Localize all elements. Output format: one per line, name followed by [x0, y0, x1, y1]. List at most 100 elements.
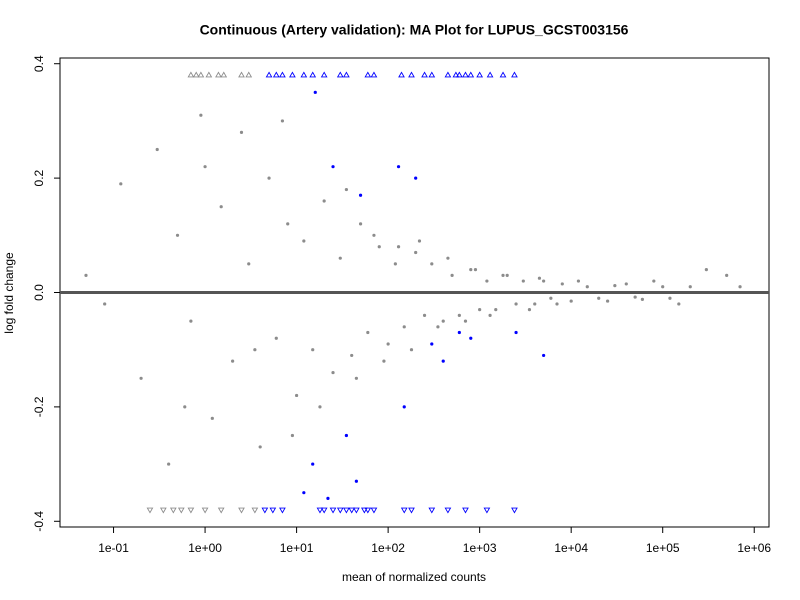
point [354, 376, 358, 380]
point [402, 325, 406, 329]
point [514, 302, 518, 306]
point [597, 296, 601, 300]
point [239, 130, 244, 134]
point [409, 348, 414, 352]
point [197, 71, 205, 78]
point [265, 71, 273, 78]
point [290, 433, 295, 438]
point [441, 359, 445, 363]
point [187, 71, 195, 78]
point [428, 71, 436, 78]
point [396, 245, 401, 249]
point [605, 299, 610, 303]
x-tick-label: 1e+01 [280, 541, 314, 555]
point [364, 71, 372, 78]
point [175, 233, 180, 237]
point [360, 507, 368, 514]
point [476, 71, 484, 78]
point [343, 507, 350, 514]
x-tick-label: 1e+04 [554, 541, 588, 555]
point [417, 239, 422, 243]
point [613, 284, 617, 288]
point [370, 507, 378, 514]
point [624, 282, 628, 286]
point [430, 262, 434, 266]
point [469, 268, 473, 272]
point [370, 71, 378, 78]
point [372, 233, 376, 237]
point [210, 416, 214, 420]
point [450, 273, 454, 277]
point [331, 370, 335, 375]
point [533, 302, 537, 306]
point [441, 319, 445, 323]
point [396, 165, 401, 169]
point [279, 507, 286, 514]
point [377, 245, 381, 249]
point [585, 285, 589, 289]
point [549, 296, 553, 300]
point [688, 285, 692, 289]
point [430, 342, 434, 346]
point [231, 359, 235, 363]
point [398, 71, 405, 78]
point [139, 376, 143, 380]
point [300, 71, 308, 78]
point [119, 182, 123, 186]
point [279, 71, 286, 78]
point [422, 313, 427, 317]
point [452, 71, 460, 78]
point [311, 462, 315, 466]
point [738, 285, 742, 289]
point [217, 507, 225, 514]
point [704, 268, 708, 272]
point [201, 507, 209, 514]
point [336, 71, 344, 78]
point [267, 176, 271, 180]
point [313, 90, 317, 94]
point [358, 193, 363, 197]
point [576, 279, 581, 283]
point [494, 308, 498, 312]
point [269, 507, 277, 514]
point [338, 256, 342, 260]
x-tick-label: 1e+06 [737, 541, 771, 555]
point [555, 302, 559, 306]
x-tick-label: 1e+05 [646, 541, 680, 555]
x-tick-label: 1e+00 [188, 541, 222, 555]
point [245, 71, 253, 78]
point [652, 279, 656, 283]
point [146, 507, 154, 514]
point [261, 507, 269, 514]
x-tick-label: 1e+03 [463, 541, 497, 555]
point [274, 336, 278, 340]
point [402, 405, 406, 409]
point [320, 507, 328, 514]
y-axis-label: log fold change [2, 252, 16, 334]
point [348, 507, 356, 514]
point [408, 507, 415, 514]
point [511, 507, 518, 514]
point [473, 268, 478, 272]
point [514, 330, 518, 335]
point [488, 313, 492, 317]
point [400, 507, 408, 514]
point [343, 71, 350, 78]
point [499, 71, 507, 78]
point [393, 262, 397, 266]
point [485, 279, 489, 283]
point [677, 302, 681, 306]
point [444, 71, 452, 78]
x-tick-label: 1e+02 [371, 541, 405, 555]
point [446, 256, 450, 260]
point [364, 507, 372, 514]
point [542, 279, 546, 283]
point [203, 165, 207, 169]
point [286, 222, 290, 226]
point [350, 353, 354, 358]
point [205, 71, 213, 78]
point [501, 273, 505, 277]
point [199, 113, 203, 117]
point [436, 325, 440, 329]
point [560, 282, 564, 286]
